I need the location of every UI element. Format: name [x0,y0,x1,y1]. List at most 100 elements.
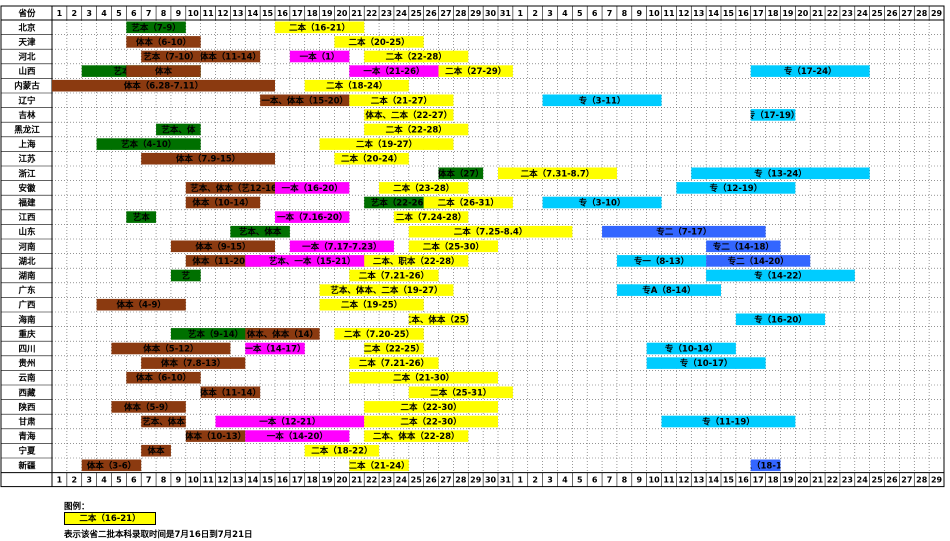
day-label-footer: 16 [738,476,750,485]
day-label-footer: 8 [161,476,167,485]
province-label: 新疆 [18,460,36,471]
bar-label: 一本（7.17-7.23） [302,241,381,252]
province-label: 甘肃 [18,417,36,428]
day-label: 30 [485,9,497,18]
day-label: 23 [381,9,392,18]
bar-label: 体本、二本（22-27） [365,110,452,121]
bar-label: 艺本、体本 [142,417,185,428]
admission-bar [542,94,662,107]
province-label: 山东 [18,227,36,238]
day-label: 14 [708,9,720,18]
province-label: 内蒙古 [14,81,40,92]
header-province-label: 省份 [17,8,36,19]
admission-bar [141,415,186,428]
province-label: 北京 [18,22,36,33]
day-label-footer: 10 [649,476,661,485]
day-label-footer: 10 [188,476,200,485]
day-label-footer: 13 [232,476,243,485]
province-label: 黑龙江 [14,125,40,136]
bar-label: 一本（16-20） [282,183,343,194]
bar-label: 二本（23-28） [393,183,454,194]
admission-bar [646,357,766,369]
admission-bar [141,152,275,165]
day-label-footer: 14 [708,476,720,485]
admission-bar [408,386,513,399]
day-label-footer: 1 [518,476,524,485]
day-label: 20 [336,9,348,18]
bar-label: 二本（27-29） [445,66,506,77]
bar-label: 艺本、体本 [239,227,282,238]
day-label-footer: 17 [753,476,764,485]
admission-bar [408,240,498,253]
bar-label: 体本（11-20） [192,256,253,267]
bar-label: 艺 [182,271,191,282]
admission-bar [275,211,350,223]
admission-bar [364,123,469,136]
day-label: 6 [131,9,137,18]
day-label-footer: 29 [931,476,943,485]
admission-bar [319,284,454,296]
admission-bar [706,269,855,282]
admission-bar [542,196,662,209]
day-label: 27 [901,9,912,18]
gantt-chart: 省份 11223344556677889910101111121213131414… [0,5,945,488]
admission-bar [275,21,365,34]
bar-label: 二本（20-25） [348,37,409,48]
bar-label: 体本（6-10） [136,373,191,384]
admission-bar [735,313,826,326]
day-label: 28 [916,9,928,18]
day-label-footer: 11 [203,476,215,485]
bar-label: 体本（5-9） [124,402,173,413]
day-label: 26 [886,9,898,18]
day-label-footer: 12 [678,476,689,485]
admission-bar [334,36,424,48]
day-label: 19 [321,9,333,18]
day-label: 22 [827,9,838,18]
bar-label: 专（12-19） [710,183,763,194]
day-label: 7 [146,9,152,18]
day-label-footer: 15 [262,476,274,485]
bar-label: 二本（22-28） [386,52,447,63]
admission-bar [170,328,261,340]
province-label: 辽宁 [18,95,36,106]
bar-label: 体本（10-14） [192,198,253,209]
admission-bar [750,109,796,121]
province-label: 青海 [18,431,36,442]
bar-label: 专（17-19） [747,110,800,121]
bar-label: 一本（14-20） [267,431,328,442]
day-label-footer: 29 [470,476,482,485]
admission-bar [364,415,498,428]
bar-label: 二本（21-27） [371,95,432,106]
bar-label: 二本（7.21-26） [359,358,429,369]
admission-bar [616,255,707,267]
bar-label: 一本、体本（15-20） [261,95,348,106]
admission-bar [126,211,157,223]
day-label: 1 [518,9,524,18]
admission-bar [289,50,350,63]
admission-bar [126,21,186,34]
day-label-footer: 5 [577,476,583,485]
province-label: 山西 [18,66,36,77]
province-label: 天津 [18,37,36,48]
day-label: 15 [723,9,735,18]
day-label-footer: 25 [872,476,884,485]
admission-bar [750,65,870,77]
bar-label: 专二（14-18） [713,241,774,252]
admission-bar [81,459,142,472]
bar-label: 体本（4-9） [117,300,166,311]
admission-bar [215,415,365,428]
admission-bar [170,240,275,253]
admission-bar [319,138,454,150]
day-label-footer: 8 [622,476,628,485]
admission-bar [111,342,231,355]
admission-bar [408,313,469,326]
day-label: 18 [767,9,779,18]
admission-bar [52,79,275,92]
bar-label: 二本（22-30） [401,417,462,428]
admission-bar [691,167,870,180]
day-label-footer: 9 [176,476,182,485]
day-label-footer: 21 [812,476,824,485]
admission-bar [498,167,617,180]
day-label-footer: 20 [336,476,348,485]
day-label: 10 [649,9,661,18]
